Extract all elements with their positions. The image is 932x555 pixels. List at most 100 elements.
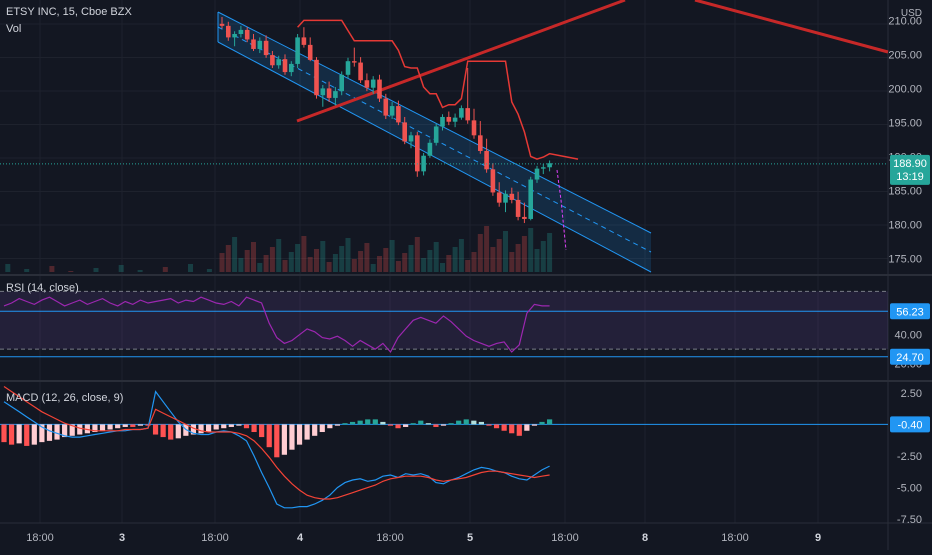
candle-body [352, 61, 357, 63]
volume-bar [358, 251, 364, 272]
macd-histogram-bar [175, 424, 181, 439]
macd-histogram-bar [433, 424, 439, 427]
candle-body [427, 142, 433, 156]
macd-histogram-bar [266, 424, 272, 448]
candle-body [522, 216, 527, 219]
macd-histogram-bar [395, 424, 401, 429]
macd-histogram-bar [274, 424, 280, 458]
volume-bar [232, 237, 238, 272]
price-tick-label: 185.00 [888, 185, 922, 197]
volume-bar [484, 226, 490, 272]
macd-histogram-bar [251, 424, 257, 433]
macd-histogram-bar [547, 419, 553, 425]
candle-body [515, 199, 521, 217]
candle-body [320, 88, 326, 96]
macd-histogram-bar [425, 423, 431, 425]
volume-bar [5, 264, 11, 272]
macd-histogram-bar [92, 424, 98, 433]
rsi-tick-label: 40.00 [894, 330, 922, 342]
volume-bar [408, 245, 414, 272]
macd-histogram-bar [243, 424, 250, 429]
macd-line [3, 390, 550, 509]
interval-label: 15 [62, 6, 75, 18]
volume-bar [547, 233, 553, 272]
macd-tick-label: 2.50 [901, 388, 922, 400]
volume-bar [219, 253, 225, 272]
macd-histogram-bar [77, 424, 83, 435]
candle-body [402, 122, 407, 142]
macd-histogram-bar [130, 424, 136, 427]
macd-histogram-bar [410, 423, 416, 425]
volume-bar [540, 241, 546, 272]
volume-bar [421, 258, 427, 272]
macd-histogram-bar [289, 424, 295, 450]
volume-bar [68, 271, 74, 272]
macd-histogram-bar [501, 424, 507, 431]
macd-histogram-bar [16, 424, 22, 444]
time-axis-label: 18:00 [376, 532, 404, 544]
volume-bar [282, 260, 288, 272]
candle-body [509, 193, 515, 200]
candle-body [358, 62, 363, 81]
macd-histogram-bar [115, 424, 121, 429]
volume-bar [263, 255, 269, 272]
macd-histogram-bar [168, 424, 174, 440]
volume-bar [320, 241, 326, 272]
candle-body [263, 40, 269, 56]
volume-bar [269, 247, 275, 272]
time-axis-label: 9 [815, 532, 821, 544]
candle-body [547, 163, 552, 168]
macd-histogram-bar [463, 419, 469, 425]
volume-bar [427, 250, 433, 272]
macd-histogram-bar [54, 424, 60, 440]
volume-bar [326, 262, 332, 272]
volume-bar [528, 228, 534, 272]
macd-histogram-bar [471, 420, 477, 425]
macd-histogram-bar [99, 424, 106, 431]
candle-body [465, 108, 470, 121]
macd-histogram-bar [531, 424, 538, 426]
volume-bar [503, 231, 508, 272]
time-axis-label: 4 [297, 532, 304, 544]
volume-bar [332, 254, 338, 272]
macd-histogram-bar [24, 424, 30, 446]
macd-signal-line [3, 386, 550, 500]
macd-histogram-bar [228, 424, 234, 427]
volume-bar [225, 245, 231, 272]
time-axis-label: 18:00 [551, 532, 579, 544]
candle-body [478, 135, 483, 151]
candle-body [528, 179, 533, 219]
price-tick-label: 210.00 [888, 15, 922, 27]
macd-histogram-bar [456, 420, 462, 425]
trend-line-descending [694, 0, 889, 54]
candle-body [333, 91, 338, 98]
volume-bar [377, 256, 382, 272]
candle-body [226, 25, 231, 38]
macd-histogram-bar [448, 423, 454, 425]
macd-histogram-bar [259, 424, 265, 438]
volume-bar [446, 255, 452, 272]
macd-histogram-bar [357, 420, 363, 425]
volume-bar [137, 270, 143, 272]
candle-body [238, 29, 244, 34]
volume-bar [257, 263, 263, 272]
volume-bar [118, 265, 124, 272]
volume-bar [301, 236, 307, 272]
macd-histogram-bar [236, 424, 242, 426]
candle-body [440, 116, 445, 127]
candle-body [484, 150, 489, 170]
macd-histogram-bar [403, 424, 409, 427]
macd-histogram-bar [493, 424, 500, 429]
volume-bar [288, 252, 294, 272]
macd-histogram-bar [137, 424, 143, 426]
macd-histogram-bar [478, 421, 484, 425]
volume-bar [458, 239, 464, 272]
macd-histogram-bar [342, 423, 348, 425]
candle-body [339, 74, 344, 92]
macd-histogram-bar [152, 424, 159, 435]
candle-body [276, 59, 281, 66]
countdown-label: 13:19 [896, 171, 924, 183]
legend-sep: , [74, 6, 82, 18]
